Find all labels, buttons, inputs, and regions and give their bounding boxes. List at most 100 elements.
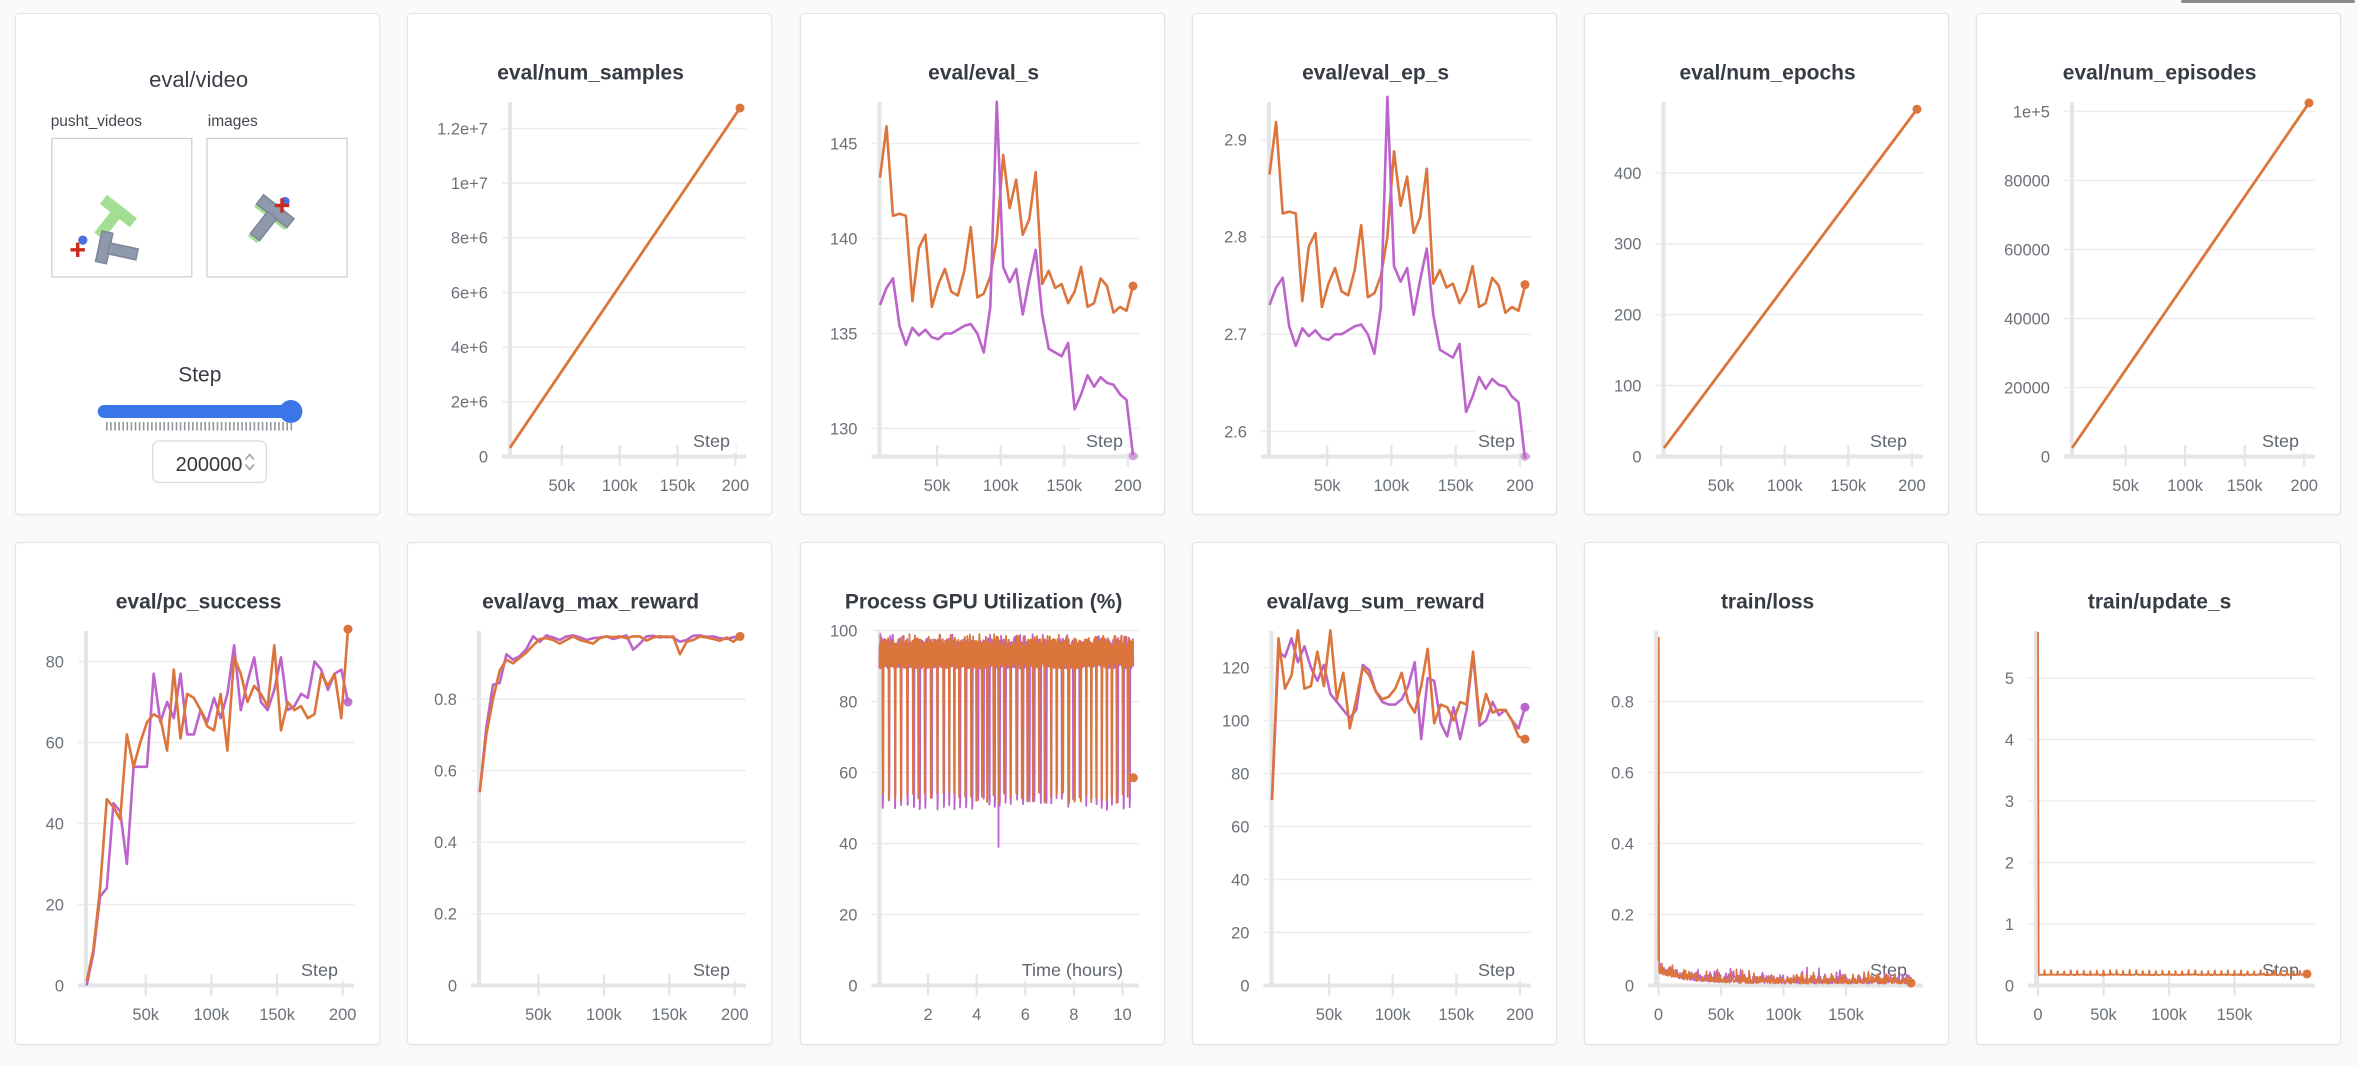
svg-text:60: 60 [46,734,64,752]
svg-text:0: 0 [2005,977,2014,995]
svg-text:eval/video: eval/video [149,67,248,92]
svg-text:50k: 50k [1314,477,1341,495]
svg-text:images: images [208,113,258,130]
svg-text:200: 200 [1898,477,1926,495]
svg-text:200: 200 [721,1006,749,1024]
svg-text:0: 0 [479,448,488,466]
svg-text:150k: 150k [652,1006,689,1024]
svg-text:50k: 50k [2112,477,2139,495]
svg-text:6: 6 [1020,1006,1029,1024]
svg-text:100k: 100k [982,477,1019,495]
svg-text:100: 100 [1222,712,1250,730]
svg-text:0: 0 [1625,977,1634,995]
svg-text:200: 200 [1506,1006,1534,1024]
svg-text:60: 60 [839,764,857,782]
svg-text:20: 20 [839,906,857,924]
svg-text:eval/avg_max_reward: eval/avg_max_reward [482,591,699,614]
svg-text:100k: 100k [1373,477,1410,495]
svg-text:Process GPU Utilization (%): Process GPU Utilization (%) [844,591,1122,614]
svg-text:50k: 50k [2090,1006,2117,1024]
svg-text:0: 0 [1632,448,1641,466]
svg-text:2.6: 2.6 [1224,423,1247,441]
svg-text:8e+6: 8e+6 [451,230,488,248]
svg-text:100k: 100k [1766,1006,1803,1024]
svg-text:150k: 150k [1438,477,1475,495]
svg-text:150k: 150k [2227,477,2264,495]
svg-text:0.2: 0.2 [434,906,457,924]
svg-text:0: 0 [2041,448,2050,466]
svg-text:130: 130 [829,420,857,438]
svg-text:0.4: 0.4 [1611,835,1634,853]
svg-text:100k: 100k [2167,477,2204,495]
svg-text:Step: Step [1870,431,1907,451]
svg-text:Step: Step [1870,960,1907,980]
svg-text:50k: 50k [549,477,576,495]
svg-text:eval/num_episodes: eval/num_episodes [2063,62,2257,85]
svg-text:6e+6: 6e+6 [451,284,488,302]
svg-text:40: 40 [839,835,857,853]
svg-text:4: 4 [972,1006,981,1024]
svg-text:80: 80 [839,693,857,711]
svg-text:100k: 100k [602,477,639,495]
svg-text:400: 400 [1614,165,1642,183]
svg-text:145: 145 [829,135,857,153]
svg-text:0.2: 0.2 [1611,906,1634,924]
svg-text:300: 300 [1614,236,1642,254]
svg-text:3: 3 [2005,793,2014,811]
svg-text:140: 140 [829,230,857,248]
svg-text:60000: 60000 [2004,241,2050,259]
svg-text:100k: 100k [2151,1006,2188,1024]
svg-text:2e+6: 2e+6 [451,394,488,412]
svg-text:10: 10 [1113,1006,1131,1024]
svg-text:2.9: 2.9 [1224,131,1247,149]
svg-text:Time (hours): Time (hours) [1021,960,1122,980]
svg-text:135: 135 [829,325,857,343]
svg-text:100: 100 [829,622,857,640]
svg-text:Step: Step [178,363,221,386]
svg-text:Step: Step [301,960,338,980]
svg-text:0.8: 0.8 [1611,693,1634,711]
svg-text:20: 20 [1231,924,1249,942]
svg-text:50k: 50k [1708,1006,1735,1024]
svg-text:200: 200 [329,1006,357,1024]
svg-text:40: 40 [1231,871,1249,889]
svg-text:200: 200 [1506,477,1534,495]
svg-text:80: 80 [1231,765,1249,783]
svg-text:0: 0 [1654,1006,1663,1024]
svg-text:100k: 100k [1375,1006,1412,1024]
svg-text:150k: 150k [259,1006,296,1024]
svg-text:0: 0 [55,977,64,995]
svg-text:2.8: 2.8 [1224,229,1247,247]
svg-text:0: 0 [848,977,857,995]
svg-text:200: 200 [2291,477,2319,495]
svg-text:120: 120 [1222,659,1250,677]
svg-text:100: 100 [1614,377,1642,395]
svg-text:Step: Step [1085,431,1122,451]
svg-text:0: 0 [448,977,457,995]
svg-text:5: 5 [2005,670,2014,688]
svg-text:20000: 20000 [2004,379,2050,397]
svg-text:train/update_s: train/update_s [2088,591,2231,614]
svg-text:0: 0 [1240,977,1249,995]
svg-text:40: 40 [46,815,64,833]
svg-text:eval/avg_sum_reward: eval/avg_sum_reward [1266,591,1484,614]
svg-text:200: 200 [1114,477,1142,495]
svg-text:1: 1 [2005,916,2014,934]
svg-text:1.2e+7: 1.2e+7 [437,120,488,138]
svg-text:Step: Step [2262,431,2299,451]
svg-text:8: 8 [1069,1006,1078,1024]
svg-text:0.6: 0.6 [434,763,457,781]
svg-text:150k: 150k [1046,477,1083,495]
svg-text:eval/num_samples: eval/num_samples [497,62,684,85]
svg-text:200000: 200000 [176,454,243,476]
svg-text:4: 4 [2005,731,2014,749]
svg-text:150k: 150k [1438,1006,1475,1024]
svg-text:50k: 50k [525,1006,552,1024]
svg-text:50k: 50k [132,1006,159,1024]
svg-text:0.6: 0.6 [1611,764,1634,782]
svg-text:eval/num_epochs: eval/num_epochs [1680,62,1856,85]
svg-text:0: 0 [2034,1006,2043,1024]
svg-text:4e+6: 4e+6 [451,339,488,357]
svg-text:200: 200 [722,477,750,495]
svg-text:80: 80 [46,653,64,671]
